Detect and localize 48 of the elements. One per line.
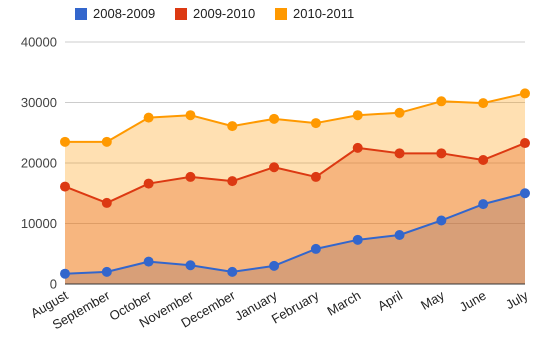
point: [478, 199, 488, 210]
point: [394, 230, 405, 240]
point: [144, 178, 154, 189]
point: [394, 148, 405, 158]
point: [310, 172, 321, 182]
point: [60, 136, 70, 147]
point: [144, 256, 154, 267]
point: [102, 198, 112, 208]
point: [144, 112, 154, 123]
point: [520, 188, 530, 198]
point: [352, 110, 363, 120]
point: [185, 260, 196, 270]
x-tick-label: July: [502, 287, 531, 312]
point: [436, 148, 446, 158]
point: [269, 260, 280, 271]
point: [310, 244, 321, 254]
point: [60, 268, 70, 279]
point: [352, 234, 363, 245]
legend-label: 2009-2010: [193, 6, 256, 21]
point: [185, 172, 196, 182]
x-tick-label: May: [418, 287, 448, 313]
y-tick-label: 20000: [20, 156, 57, 171]
point: [185, 110, 196, 120]
point: [478, 154, 488, 165]
y-tick-label: 0: [50, 276, 57, 292]
legend-label: 2010-2011: [293, 6, 354, 21]
x-tick-label: June: [456, 288, 489, 315]
point: [227, 266, 238, 277]
point: [269, 114, 280, 124]
point: [227, 176, 238, 186]
point: [520, 88, 530, 98]
y-tick-label: 40000: [20, 34, 57, 50]
y-tick-label: 30000: [20, 95, 57, 110]
point: [102, 136, 112, 147]
point: [310, 118, 321, 128]
point: [520, 138, 530, 148]
y-tick-label: 10000: [20, 216, 57, 232]
legend-label: 2008-2009: [93, 6, 156, 21]
point: [394, 108, 405, 118]
point: [436, 215, 446, 226]
point: [269, 162, 280, 172]
point: [60, 182, 70, 192]
point: [436, 96, 446, 106]
point: [352, 142, 363, 153]
point: [227, 121, 238, 132]
x-tick-label: April: [375, 288, 406, 314]
point: [102, 266, 112, 277]
point: [478, 98, 488, 108]
